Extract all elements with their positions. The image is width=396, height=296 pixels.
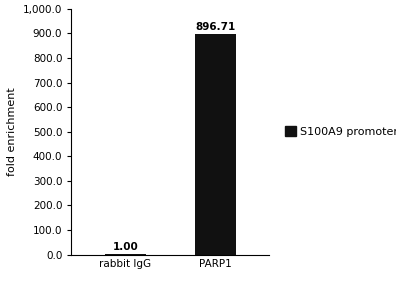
Bar bbox=[195, 34, 236, 255]
Y-axis label: fold enrichment: fold enrichment bbox=[7, 87, 17, 176]
Legend: S100A9 promoter: S100A9 promoter bbox=[285, 126, 396, 137]
Text: 896.71: 896.71 bbox=[195, 22, 235, 32]
Text: 1.00: 1.00 bbox=[112, 242, 138, 252]
